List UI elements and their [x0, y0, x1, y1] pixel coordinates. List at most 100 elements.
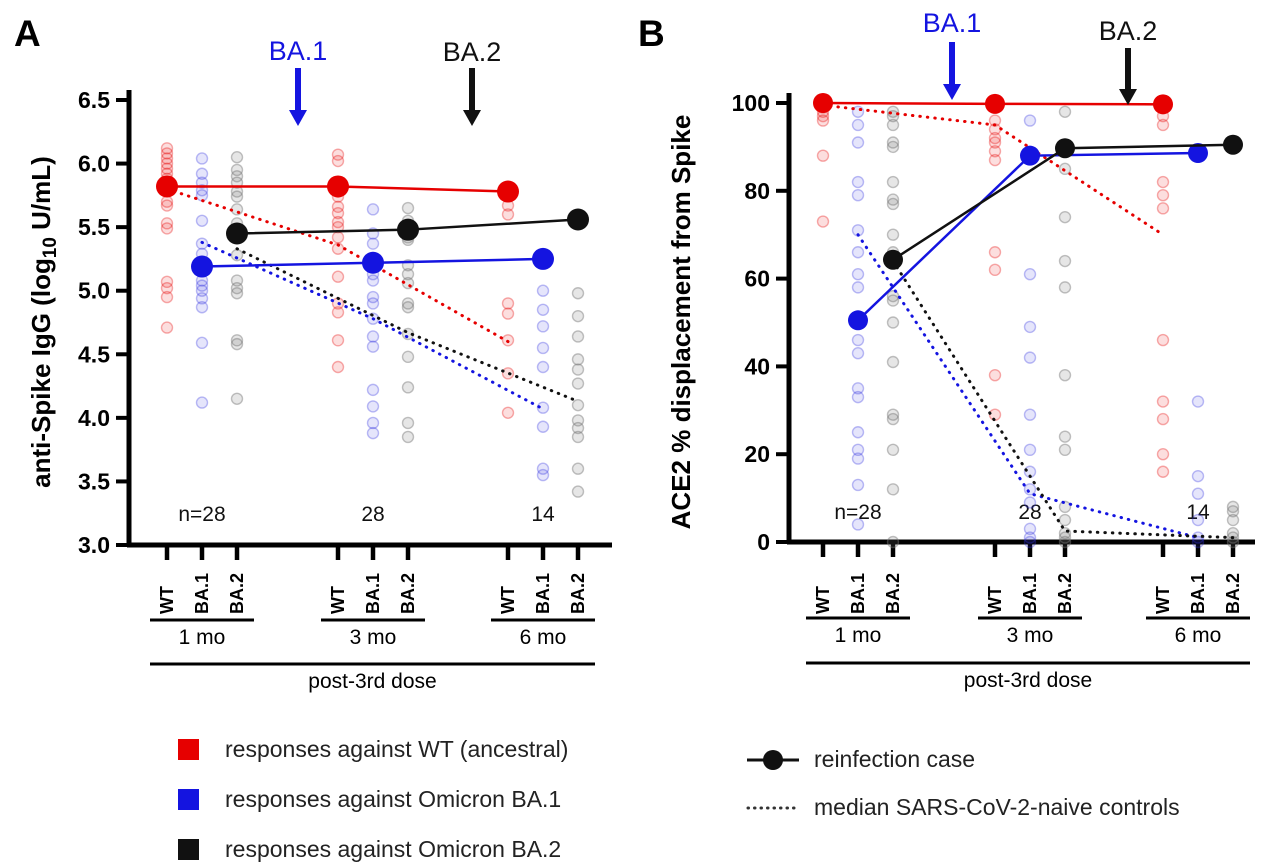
scatter-point — [331, 306, 345, 319]
scatter-point — [851, 347, 865, 360]
scatter-point — [1058, 254, 1072, 268]
scatter-point — [1226, 500, 1240, 514]
scatter-point — [160, 222, 174, 235]
legend-item-ba2: responses against Omicron BA.2 — [178, 836, 568, 863]
scatter-point — [230, 190, 244, 203]
scatter-point — [571, 353, 585, 366]
scatter-point — [1156, 465, 1170, 478]
group-label: 6 mo — [520, 626, 567, 649]
variant-annotation: BA.2 — [1099, 16, 1158, 46]
scatter-point — [160, 142, 174, 155]
y-tick-label: 100 — [732, 90, 770, 116]
scatter-point — [331, 334, 345, 347]
scatter-point — [401, 350, 415, 364]
scatter-point — [195, 284, 209, 297]
reinfection-point — [1188, 143, 1208, 164]
scatter-point — [886, 197, 900, 211]
scatter-point — [331, 220, 345, 234]
scatter-point — [536, 341, 550, 355]
scatter-point — [1023, 522, 1037, 536]
scatter-point — [851, 281, 865, 294]
scatter-point — [536, 401, 550, 414]
x-cat-label: BA.2 — [398, 573, 418, 614]
variant-annotation: BA.1 — [269, 36, 328, 66]
scatter-point — [230, 281, 244, 295]
scatter-point — [536, 468, 550, 482]
scatter-point — [851, 390, 865, 404]
variant-annotation: BA.2 — [443, 37, 502, 67]
scatter-point — [501, 208, 515, 221]
scatter-point — [1156, 448, 1170, 461]
x-cat-label: BA.2 — [568, 573, 588, 614]
scatter-point — [1023, 320, 1037, 334]
variant-annotation: BA.1 — [923, 8, 982, 38]
naive-dotted-line-marker — [746, 806, 800, 809]
bracket-label: post-3rd dose — [964, 669, 1092, 692]
reinfection-point — [327, 175, 349, 198]
y-tick-label: 0 — [757, 529, 770, 555]
legend-item-naive-controls: median SARS-CoV-2-naive controls — [746, 794, 1180, 821]
scatter-point — [886, 535, 900, 549]
scatter-point — [331, 360, 345, 374]
y-tick-label: 5.0 — [78, 278, 110, 304]
scatter-point — [366, 297, 380, 310]
scatter-point — [571, 430, 585, 444]
naive-median-line — [200, 240, 545, 411]
scatter-point — [1058, 210, 1072, 224]
scatter-point — [160, 290, 174, 304]
scatter-point — [1226, 505, 1240, 518]
scatter-point — [1156, 395, 1170, 408]
scatter-point — [1023, 268, 1037, 281]
legend-label-naive: median SARS-CoV-2-naive controls — [814, 794, 1180, 820]
scatter-point — [331, 200, 345, 214]
scatter-point — [1156, 188, 1170, 202]
variant-arrowhead — [289, 110, 307, 126]
ba2-color-swatch — [178, 839, 199, 860]
legend-label-ba2: responses against Omicron BA.2 — [225, 836, 562, 862]
y-tick-label: 6.0 — [78, 151, 110, 177]
scatter-point — [851, 118, 865, 132]
scatter-point — [571, 309, 585, 323]
y-tick-label: 4.5 — [78, 341, 110, 367]
naive-median-line — [165, 187, 510, 344]
x-cat-label: WT — [813, 586, 833, 614]
reinfection-point — [532, 247, 554, 270]
scatter-point — [816, 114, 830, 127]
scatter-point — [366, 400, 380, 413]
scatter-point — [366, 290, 380, 304]
naive-median-line — [821, 103, 1165, 237]
naive-median-line — [891, 259, 1235, 540]
scatter-point — [851, 452, 865, 465]
reinfection-point — [848, 310, 868, 331]
scatter-point — [230, 203, 244, 216]
scatter-point — [851, 382, 865, 395]
reinfection-point — [1153, 94, 1173, 115]
scatter-point — [571, 414, 585, 427]
scatter-point — [1156, 412, 1170, 426]
y-tick-label: 80 — [744, 178, 770, 204]
reinfection-point — [883, 249, 903, 270]
scatter-point — [851, 426, 865, 439]
y-axis-title: anti-Spike IgG (log10 U/mL) — [26, 156, 61, 488]
x-cat-label: BA.2 — [227, 573, 247, 614]
n-label: n=28 — [834, 501, 881, 524]
scatter-point — [536, 284, 550, 297]
scatter-point — [160, 217, 174, 230]
scatter-point — [851, 175, 865, 189]
variant-color-legend: responses against WT (ancestral) respons… — [178, 736, 568, 863]
scatter-point — [195, 167, 209, 180]
scatter-point — [195, 152, 209, 165]
scatter-point — [1023, 408, 1037, 421]
scatter-point — [886, 228, 900, 241]
scatter-point — [1023, 531, 1037, 544]
scatter-point — [1191, 469, 1205, 483]
scatter-point — [1058, 105, 1072, 118]
scatter-point — [501, 367, 515, 380]
scatter-point — [331, 215, 345, 229]
scatter-point — [230, 274, 244, 287]
scatter-point — [331, 154, 345, 168]
scatter-point — [988, 153, 1002, 167]
scatter-point — [886, 355, 900, 369]
scatter-point — [160, 321, 174, 334]
scatter-point — [401, 267, 415, 281]
